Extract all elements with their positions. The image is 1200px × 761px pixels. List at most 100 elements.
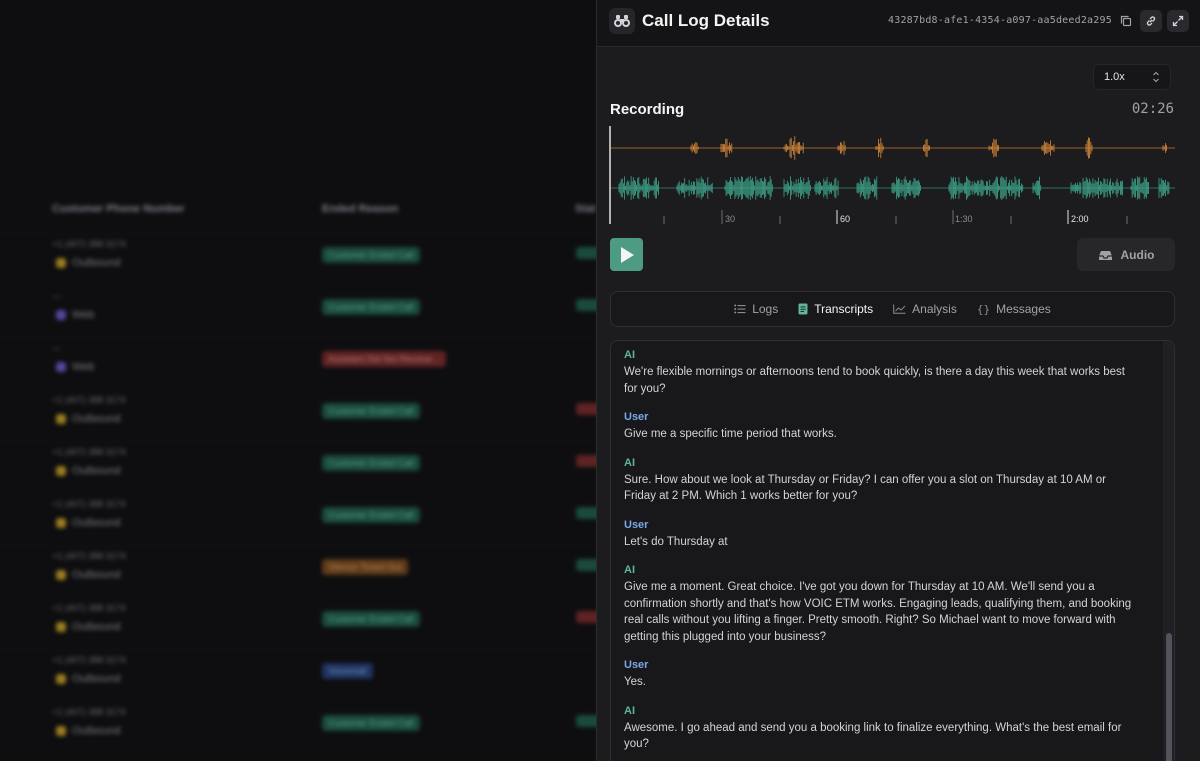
- expand-button[interactable]: [1167, 10, 1189, 32]
- direction-label: Outbound: [72, 621, 121, 633]
- table-row[interactable]: +1 (407) 388 3174 Outbound Customer Ended …: [0, 492, 596, 544]
- recording-label: Recording: [610, 101, 685, 118]
- table-row[interactable]: +1 (407) 388 3174 Outbound Customer Ended …: [0, 440, 596, 492]
- direction-label: Outbound: [72, 413, 121, 425]
- transcript-message: AI Awesome. I go ahead and send you a boo…: [624, 704, 1139, 753]
- call-direction: Outbound: [56, 517, 120, 529]
- panel-header: Call Log Details 43287bd8-afe1-4354-a097…: [597, 0, 1200, 47]
- table-row[interactable]: +1 (407) 388 3174 Outbound Customer Ended …: [0, 700, 596, 752]
- call-log-details-panel: Call Log Details 43287bd8-afe1-4354-a097…: [596, 0, 1200, 761]
- status-badge: [576, 247, 596, 259]
- ended-reason-badge: Customer Ended Call: [322, 611, 420, 627]
- status-badge: [576, 507, 596, 519]
- status-badge: [576, 299, 596, 311]
- status-badge: [576, 455, 596, 467]
- timeline-label: 60: [840, 214, 850, 224]
- table-row[interactable]: +1 (407) 388 3174 Outbound Customer Ended …: [0, 232, 596, 284]
- outbound-call-icon: [56, 622, 66, 632]
- tab-messages[interactable]: {} Messages: [975, 298, 1053, 320]
- table-row[interactable]: — Web Assistant Did Not Receive...: [0, 336, 596, 388]
- message-text: Give me a specific time period that work…: [624, 428, 837, 440]
- detail-tabs: Logs Transcripts Analysis {} Messages: [610, 291, 1175, 327]
- speaker-user: User: [624, 659, 649, 671]
- playback-speed-select[interactable]: 1.0x: [1093, 64, 1171, 90]
- copy-icon: [1120, 15, 1132, 27]
- customer-phone: +1 (407) 388 3174: [52, 603, 126, 613]
- transcript-panel[interactable]: AI We're flexible mornings or afternoons …: [610, 340, 1175, 761]
- tab-label: Analysis: [912, 302, 957, 316]
- column-header-phone: Customer Phone Number: [52, 203, 185, 215]
- call-direction: Outbound: [56, 257, 120, 269]
- recording-duration: 02:26: [1131, 101, 1174, 117]
- audio-download-button[interactable]: Audio: [1077, 238, 1175, 271]
- customer-phone: +1 (407) 388 3174: [52, 707, 126, 717]
- call-direction: Outbound: [56, 673, 120, 685]
- transcript-message: User Give me a specific time period that …: [624, 410, 1139, 443]
- web-call-icon: [56, 310, 66, 320]
- waveform-bottom-channel: [618, 176, 1170, 200]
- message-text: We're flexible mornings or afternoons te…: [624, 366, 1125, 395]
- customer-phone: +1 (407) 388 3174: [52, 447, 126, 457]
- ended-reason-badge: Customer Ended Call: [322, 299, 420, 315]
- call-direction: Web: [56, 361, 94, 373]
- tab-logs[interactable]: Logs: [732, 298, 780, 320]
- speaker-ai: AI: [624, 564, 635, 576]
- customer-phone: —: [52, 343, 61, 353]
- status-badge: [576, 559, 596, 571]
- background-call-logs-table: Customer Phone Number Ended Reason Stat …: [0, 0, 596, 761]
- status-badge: [576, 715, 596, 727]
- waveform-top-channel: [690, 136, 1167, 160]
- direction-label: Outbound: [72, 673, 121, 685]
- tab-analysis[interactable]: Analysis: [891, 298, 959, 320]
- transcript-message: AI Sure. How about we look at Thursday or…: [624, 456, 1139, 505]
- customer-phone: +1 (407) 388 3174: [52, 655, 126, 665]
- binoculars-icon: [609, 8, 635, 34]
- tab-label: Logs: [752, 302, 779, 316]
- ended-reason-badge: Assistant Did Not Receive...: [322, 351, 446, 367]
- message-text: Awesome. I go ahead and send you a booki…: [624, 721, 1122, 751]
- play-button[interactable]: [610, 238, 643, 271]
- document-icon: [798, 303, 808, 315]
- scrollbar-thumb[interactable]: [1166, 633, 1172, 761]
- table-row[interactable]: +1 (407) 388 3174 Outbound Voicemail: [0, 648, 596, 700]
- message-text: Yes.: [624, 676, 646, 688]
- direction-label: Web: [72, 309, 95, 321]
- direction-label: Outbound: [72, 517, 121, 529]
- play-icon: [620, 246, 634, 263]
- recording-waveform[interactable]: 30 60 1:30 2:00: [609, 126, 1175, 226]
- timeline-ticks: [663, 210, 1128, 224]
- speaker-ai: AI: [624, 349, 635, 361]
- call-direction: Outbound: [56, 621, 120, 633]
- ended-reason-badge: Customer Ended Call: [322, 403, 420, 419]
- outbound-call-icon: [56, 674, 66, 684]
- status-badge: [576, 403, 596, 415]
- ended-reason-badge: Customer Ended Call: [322, 507, 420, 523]
- chart-icon: [893, 304, 906, 314]
- timeline-label: 30: [725, 214, 735, 224]
- ended-reason-badge: Silence Timed Out: [322, 559, 408, 575]
- direction-label: Outbound: [72, 257, 121, 269]
- table-row[interactable]: +1 (407) 388 3174 Outbound Customer Ended …: [0, 596, 596, 648]
- tab-transcripts[interactable]: Transcripts: [796, 298, 875, 320]
- link-icon: [1146, 16, 1156, 26]
- copy-link-button[interactable]: [1140, 10, 1162, 32]
- table-row[interactable]: +1 (407) 388 3174 Outbound Customer Ended …: [0, 388, 596, 440]
- direction-label: Outbound: [72, 569, 121, 581]
- customer-phone: +1 (407) 388 3174: [52, 239, 126, 249]
- transcript-message: User Yes.: [624, 658, 1139, 691]
- inbox-download-icon: [1098, 250, 1112, 260]
- outbound-call-icon: [56, 570, 66, 580]
- table-row[interactable]: — Web Customer Ended Call: [0, 284, 596, 336]
- timeline-label: 2:00: [1071, 214, 1089, 224]
- panel-title: Call Log Details: [642, 11, 770, 30]
- transcript-scrollbar[interactable]: [1163, 341, 1174, 761]
- speaker-ai: AI: [624, 704, 635, 717]
- list-icon: [734, 304, 746, 314]
- copy-id-button[interactable]: [1115, 10, 1137, 32]
- speaker-ai: AI: [624, 456, 635, 469]
- tab-label: Transcripts: [814, 302, 874, 316]
- customer-phone: +1 (407) 388 3174: [52, 395, 126, 405]
- customer-phone: +1 (407) 388 3174: [52, 499, 126, 509]
- table-row[interactable]: +1 (407) 388 3174 Outbound Silence Timed O…: [0, 544, 596, 596]
- transcript-message: AI We're flexible mornings or afternoons …: [624, 348, 1139, 397]
